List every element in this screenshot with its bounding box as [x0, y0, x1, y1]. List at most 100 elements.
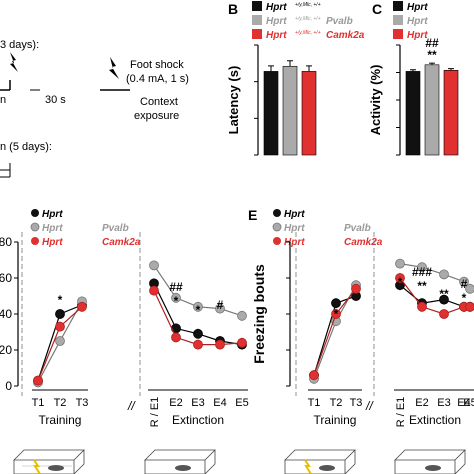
legend-cre-camk2a: Camk2a [326, 30, 365, 41]
protocol-diagram: 3 days): n 30 s Foot shock (0.4 mA, 1 s)… [0, 39, 189, 178]
legend-swatch-camk2a [252, 29, 262, 39]
significance-mark: # [217, 298, 224, 312]
legend-cre-pvalb-e: Pvalb [344, 223, 371, 234]
y-tick-label: 40 [0, 307, 12, 321]
data-point [55, 309, 65, 319]
legend-marker-camk2a-e [273, 237, 281, 245]
y-axis-label: Activity (%) [368, 65, 383, 136]
legend-label-pvalb-e: Hprt [284, 223, 305, 234]
significance-mark: ## [425, 36, 439, 50]
data-point [237, 310, 247, 321]
data-point [193, 339, 203, 350]
y-tick-label: 80 [0, 235, 12, 249]
significance-mark: ** [417, 279, 427, 293]
x-tick-label: E2 [415, 397, 428, 409]
x-tick-label: E3 [191, 397, 204, 409]
legend-swatch-camk2a-c [393, 29, 403, 39]
data-point [439, 294, 449, 305]
data-point [171, 292, 181, 303]
legend-swatch-pvalb [252, 15, 262, 25]
legend-sup-camk2a: +/y,Mlc, +/+ [295, 30, 321, 36]
legend-swatch-pvalb-c [393, 15, 403, 25]
series-line [399, 284, 470, 308]
data-point [395, 258, 405, 269]
x-tick-label: E2 [169, 397, 182, 409]
legend-top-far-right: Hprt Hprt Hprt [393, 1, 428, 41]
data-point [77, 301, 87, 312]
legend-cre-pvalb-d: Pvalb [102, 223, 129, 234]
x-tick-label: T3 [350, 397, 363, 409]
cage-icon-extinction-d [144, 449, 216, 474]
significance-mark: ## [169, 280, 183, 294]
legend-label-camk2a-d: Hprt [42, 237, 63, 248]
y-tick-label: 60 [0, 271, 12, 285]
data-point [193, 328, 203, 339]
extinction-days-label: n (5 days): [0, 141, 52, 153]
legend-marker-wt-d [31, 209, 39, 217]
data-point [193, 301, 203, 312]
x-tick-label: T1 [32, 397, 45, 409]
bar [282, 65, 298, 156]
x-axis-label-extinction: Extinction [172, 413, 224, 427]
panel-b-bar-chart: Latency (s) [226, 44, 317, 156]
x-axis-label-extinction: Extinction [409, 413, 461, 427]
significance-mark: ** [427, 48, 437, 62]
bar [443, 70, 459, 156]
y-tick-label: 0 [5, 379, 12, 393]
significance-mark: * [398, 275, 403, 289]
data-point [149, 260, 159, 271]
data-point [417, 262, 427, 273]
significance-mark: # [461, 277, 468, 291]
context-label: Context [140, 96, 178, 108]
legend-label-camk2a-e: Hprt [284, 237, 305, 248]
data-point [351, 283, 361, 294]
data-point [465, 283, 474, 294]
legend-label-camk2a: Hprt [266, 30, 287, 41]
legend-marker-wt-e [273, 209, 281, 217]
data-point [33, 375, 43, 386]
bar [405, 71, 421, 156]
data-point [237, 337, 247, 348]
x-tick-label: T2 [54, 397, 67, 409]
legend-marker-pvalb-d [30, 222, 40, 232]
data-point [459, 276, 469, 287]
y-axis-label: Freezing bouts [251, 264, 267, 364]
panel-label-e: E [248, 207, 257, 223]
x-tick-label: T2 [330, 397, 343, 409]
data-point [215, 339, 225, 350]
data-point [55, 321, 65, 332]
training-days-label: 3 days): [0, 39, 39, 51]
significance-mark: * [462, 291, 467, 305]
x-tick-label: E4 [213, 397, 226, 409]
significance-mark: ### [412, 265, 432, 279]
x-tick-label: E5 [463, 397, 474, 409]
data-point [395, 273, 405, 283]
data-point [417, 301, 427, 312]
y-axis-label: Latency (s) [226, 66, 241, 135]
data-point [149, 285, 159, 296]
cage-icon-extinction-e [394, 449, 466, 474]
foot-shock-label: Foot shock [130, 59, 184, 71]
legend-label-pvalb-d: Hprt [42, 223, 63, 234]
legend-sup-wt: +/y,Mlc, +/+ [295, 2, 321, 8]
data-point [331, 298, 341, 309]
legend-swatch-wt [252, 1, 262, 11]
axis-break-d: // [127, 399, 136, 413]
x-tick-label: E4 [457, 397, 470, 409]
cage-icon-training-e [284, 449, 356, 474]
x-axis-label-training: Training [314, 413, 357, 427]
significance-mark: * [196, 303, 201, 317]
legend-label-camk2a-c: Hprt [407, 30, 428, 41]
legend-label-wt-d: Hprt [42, 209, 63, 220]
legend-label-pvalb-c: Hprt [407, 16, 428, 27]
legend-bottom-left: Hprt Hprt Pvalb Hprt Camk2a [30, 209, 141, 248]
series-line [399, 263, 471, 290]
legend-cre-camk2a-e: Camk2a [344, 237, 383, 248]
significance-mark: * [174, 294, 179, 308]
legend-label-pvalb: Hprt [266, 16, 287, 27]
bar [301, 71, 317, 156]
data-point [439, 309, 449, 319]
data-point [215, 303, 225, 314]
